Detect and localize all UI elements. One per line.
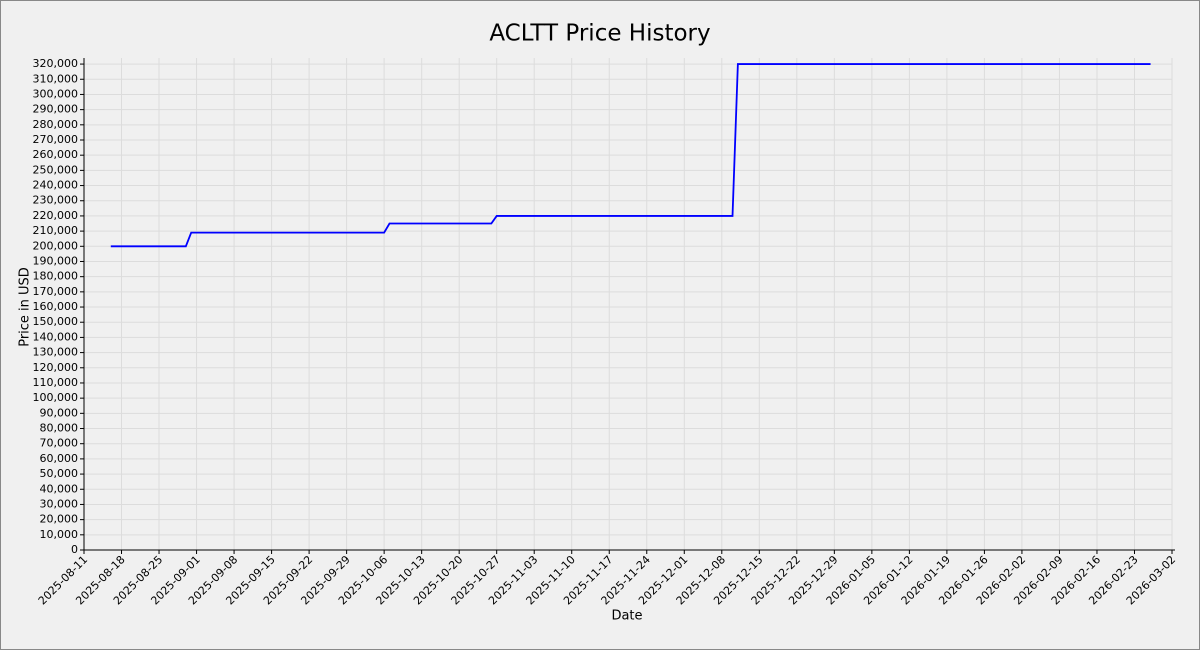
y-tick-label: 0: [71, 543, 78, 556]
y-tick-label: 50,000: [40, 467, 79, 480]
y-tick-label: 20,000: [40, 513, 79, 526]
y-tick-label: 30,000: [40, 497, 79, 510]
y-tick-label: 210,000: [33, 224, 79, 237]
y-tick-label: 110,000: [33, 376, 79, 389]
y-tick-label: 150,000: [33, 315, 79, 328]
y-tick-label: 200,000: [33, 239, 79, 252]
y-tick-label: 170,000: [33, 285, 79, 298]
chart-title: ACLTT Price History: [489, 21, 710, 47]
y-tick-label: 160,000: [33, 300, 79, 313]
y-tick-label: 250,000: [33, 163, 79, 176]
y-tick-label: 280,000: [33, 118, 79, 131]
y-tick-label: 180,000: [33, 270, 79, 283]
y-tick-label: 70,000: [40, 437, 79, 450]
y-tick-label: 60,000: [40, 452, 79, 465]
price-line: [110, 63, 1151, 248]
y-tick-label: 130,000: [33, 346, 79, 359]
y-tick-label: 230,000: [33, 194, 79, 207]
y-tick-label: 290,000: [33, 103, 79, 116]
y-tick-label: 240,000: [33, 179, 79, 192]
y-tick-label: 80,000: [40, 422, 79, 435]
y-tick-label: 270,000: [33, 133, 79, 146]
y-tick-label: 190,000: [33, 254, 79, 267]
y-tick-label: 320,000: [33, 57, 79, 70]
y-tick-label: 140,000: [33, 330, 79, 343]
y-tick-label: 300,000: [33, 87, 79, 100]
y-tick-label: 220,000: [33, 209, 79, 222]
y-tick-label: 310,000: [33, 72, 79, 85]
x-axis-label: Date: [611, 609, 642, 624]
y-axis-label: Price in USD: [18, 267, 33, 347]
y-tick-label: 90,000: [40, 406, 79, 419]
y-tick-label: 100,000: [33, 391, 79, 404]
y-tick-label: 120,000: [33, 361, 79, 374]
y-tick-label: 260,000: [33, 148, 79, 161]
y-tick-label: 10,000: [40, 528, 79, 541]
y-tick-label: 40,000: [40, 482, 79, 495]
